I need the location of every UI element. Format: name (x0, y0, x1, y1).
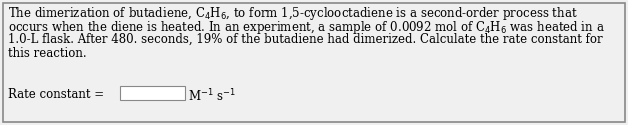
Text: 1.0-L flask. After 480. seconds, 19% of the butadiene had dimerized. Calculate t: 1.0-L flask. After 480. seconds, 19% of … (8, 33, 603, 46)
Text: The dimerization of butadiene, C$_4$H$_6$, to form 1,5-cyclooctadiene is a secon: The dimerization of butadiene, C$_4$H$_6… (8, 5, 578, 22)
Bar (120, 86, 185, 100)
Text: M$^{-1}$ s$^{-1}$: M$^{-1}$ s$^{-1}$ (188, 88, 236, 105)
Text: Rate constant =: Rate constant = (8, 88, 104, 101)
Text: occurs when the diene is heated. In an experiment, a sample of 0.0092 mol of C$_: occurs when the diene is heated. In an e… (8, 19, 605, 36)
Text: this reaction.: this reaction. (8, 47, 87, 60)
